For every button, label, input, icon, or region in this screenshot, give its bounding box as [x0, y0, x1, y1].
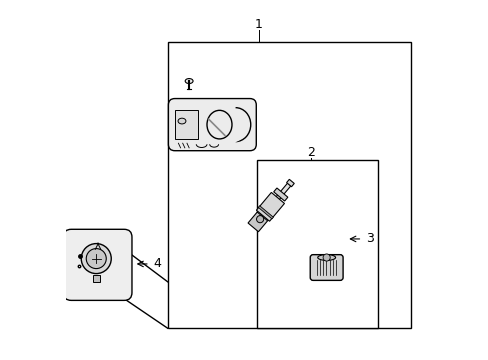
- FancyBboxPatch shape: [168, 99, 256, 151]
- Bar: [257, 160, 378, 328]
- Polygon shape: [247, 212, 267, 232]
- Circle shape: [256, 216, 263, 223]
- Polygon shape: [286, 179, 294, 187]
- Ellipse shape: [178, 118, 185, 124]
- Polygon shape: [256, 193, 284, 221]
- Bar: [167, 42, 410, 328]
- FancyBboxPatch shape: [309, 255, 343, 280]
- Bar: [175, 111, 198, 139]
- Polygon shape: [273, 188, 287, 201]
- Circle shape: [86, 249, 106, 269]
- Polygon shape: [258, 206, 273, 219]
- Circle shape: [81, 244, 111, 274]
- Text: 3: 3: [365, 233, 373, 246]
- Text: 4: 4: [153, 257, 161, 270]
- Polygon shape: [275, 183, 290, 201]
- Text: 2: 2: [306, 146, 314, 159]
- Circle shape: [323, 254, 329, 261]
- Ellipse shape: [185, 78, 193, 84]
- FancyBboxPatch shape: [63, 229, 132, 300]
- Bar: [93, 275, 100, 282]
- Text: 1: 1: [254, 18, 262, 31]
- Ellipse shape: [317, 255, 335, 260]
